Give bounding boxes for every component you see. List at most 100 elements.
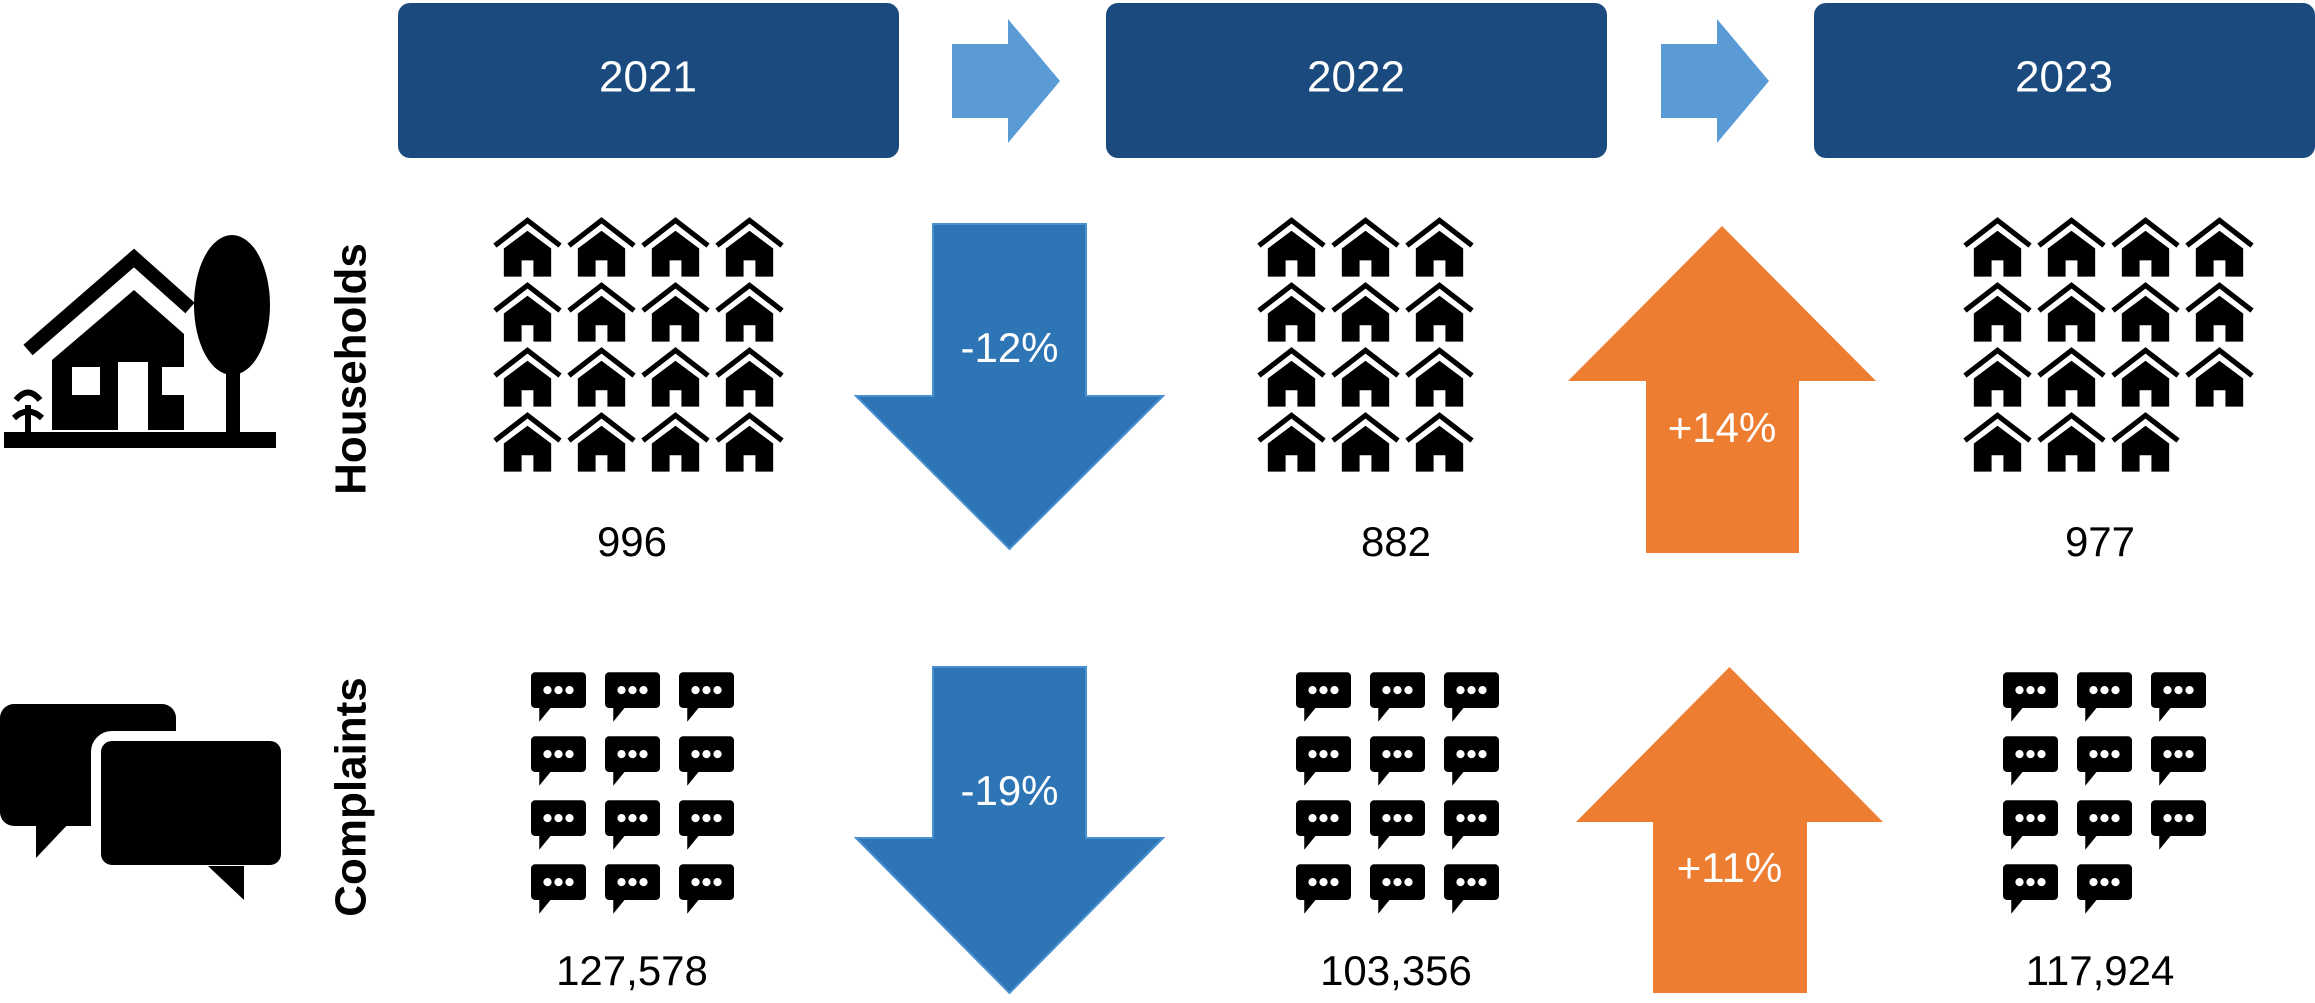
house-icon bbox=[2187, 285, 2252, 341]
house-icon bbox=[569, 350, 634, 406]
house-icon bbox=[643, 415, 708, 471]
house-icon bbox=[1407, 415, 1472, 471]
complaint-icon bbox=[1444, 864, 1499, 914]
house-icon bbox=[717, 415, 782, 471]
complaint-icon bbox=[2003, 800, 2058, 850]
decrease-arrow bbox=[853, 666, 1166, 995]
complaint-icon bbox=[2077, 672, 2132, 722]
year-label: 2023 bbox=[2015, 53, 2113, 102]
house-icon bbox=[2039, 350, 2104, 406]
change-label: +11% bbox=[1677, 844, 1782, 891]
house-icon bbox=[2039, 285, 2104, 341]
house-icon bbox=[717, 350, 782, 406]
house-icon bbox=[2113, 350, 2178, 406]
value-label: 996 bbox=[597, 518, 667, 565]
complaint-icon bbox=[1444, 800, 1499, 850]
icon-grid bbox=[1965, 220, 2252, 471]
connector-arrow bbox=[952, 19, 1060, 143]
complaint-icon bbox=[679, 800, 734, 850]
house-icon bbox=[2187, 220, 2252, 276]
house-icon bbox=[1259, 350, 1324, 406]
complaint-icon bbox=[2077, 800, 2132, 850]
complaint-icon bbox=[531, 864, 586, 914]
row-label: Complaints bbox=[327, 677, 376, 917]
year-label: 2022 bbox=[1307, 53, 1405, 102]
complaints-icon bbox=[0, 704, 291, 900]
house-icon bbox=[1259, 285, 1324, 341]
complaint-icon bbox=[1296, 864, 1351, 914]
decrease-arrow bbox=[853, 223, 1166, 551]
house-icon bbox=[643, 220, 708, 276]
increase-arrow bbox=[1568, 226, 1876, 553]
complaint-icon bbox=[2003, 672, 2058, 722]
value-label: 103,356 bbox=[1320, 947, 1472, 994]
complaint-icon bbox=[1296, 800, 1351, 850]
house-icon bbox=[1259, 415, 1324, 471]
complaint-icon bbox=[605, 864, 660, 914]
house-icon bbox=[569, 220, 634, 276]
households-icon bbox=[4, 235, 276, 448]
complaint-icon bbox=[1370, 864, 1425, 914]
house-icon bbox=[1407, 350, 1472, 406]
complaint-icon bbox=[1296, 672, 1351, 722]
house-icon bbox=[495, 350, 560, 406]
icon-grid bbox=[495, 220, 782, 471]
house-icon bbox=[1333, 415, 1398, 471]
house-icon bbox=[643, 285, 708, 341]
complaint-icon bbox=[1370, 672, 1425, 722]
complaint-icon bbox=[2151, 736, 2206, 786]
value-label: 977 bbox=[2065, 518, 2135, 565]
house-icon bbox=[495, 220, 560, 276]
house-icon bbox=[2187, 350, 2252, 406]
icon-grid bbox=[1296, 672, 1499, 914]
icon-grid bbox=[2003, 672, 2206, 914]
house-icon bbox=[2113, 285, 2178, 341]
complaint-icon bbox=[605, 800, 660, 850]
year-box bbox=[1106, 3, 1607, 158]
complaint-icon bbox=[679, 736, 734, 786]
change-label: -19% bbox=[960, 767, 1058, 814]
house-icon bbox=[1965, 220, 2030, 276]
complaint-icon bbox=[1444, 736, 1499, 786]
house-icon bbox=[1965, 285, 2030, 341]
house-icon bbox=[2113, 415, 2178, 471]
complaint-icon bbox=[2077, 864, 2132, 914]
change-label: +14% bbox=[1668, 404, 1777, 451]
value-label: 882 bbox=[1361, 518, 1431, 565]
icon-grid bbox=[1259, 220, 1472, 471]
house-icon bbox=[717, 220, 782, 276]
complaint-icon bbox=[2003, 864, 2058, 914]
complaint-icon bbox=[1370, 736, 1425, 786]
value-label: 117,924 bbox=[2026, 947, 2175, 994]
complaint-icon bbox=[531, 736, 586, 786]
complaint-icon bbox=[2151, 800, 2206, 850]
house-icon bbox=[569, 285, 634, 341]
increase-arrow bbox=[1576, 667, 1883, 993]
complaint-icon bbox=[2003, 736, 2058, 786]
year-label: 2021 bbox=[599, 53, 697, 102]
complaint-icon bbox=[1370, 800, 1425, 850]
house-icon bbox=[2039, 220, 2104, 276]
complaint-icon bbox=[605, 736, 660, 786]
house-icon bbox=[495, 415, 560, 471]
row-label: Households bbox=[327, 243, 376, 495]
value-label: 127,578 bbox=[556, 947, 708, 994]
house-icon bbox=[1407, 220, 1472, 276]
complaint-icon bbox=[605, 672, 660, 722]
year-box bbox=[398, 3, 899, 158]
house-icon bbox=[717, 285, 782, 341]
house-icon bbox=[1965, 350, 2030, 406]
change-label: -12% bbox=[960, 324, 1058, 371]
complaint-icon bbox=[531, 800, 586, 850]
house-icon bbox=[1407, 285, 1472, 341]
complaint-icon bbox=[679, 864, 734, 914]
house-icon bbox=[569, 415, 634, 471]
house-icon bbox=[2113, 220, 2178, 276]
house-icon bbox=[1333, 220, 1398, 276]
complaint-icon bbox=[531, 672, 586, 722]
house-icon bbox=[643, 350, 708, 406]
house-icon bbox=[1259, 220, 1324, 276]
complaint-icon bbox=[2151, 672, 2206, 722]
